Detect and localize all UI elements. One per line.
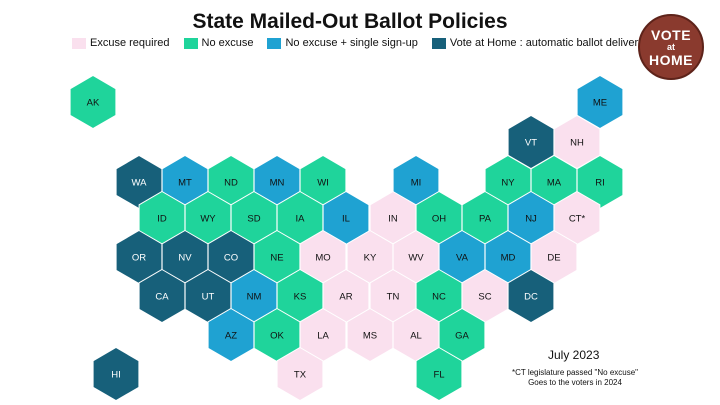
state-label: CO [224,253,238,264]
state-label: OK [270,331,284,342]
state-label: GA [455,331,469,342]
state-label: WY [200,214,216,225]
legend-label: No excuse + single sign-up [285,37,418,49]
state-hex [276,346,324,402]
state-label: NJ [525,214,537,225]
legend-item-no-excuse: No excuse [183,37,254,49]
state-label: VA [456,253,469,264]
footnote-line: Goes to the voters in 2024 [528,378,622,387]
legend-label: Vote at Home : automatic ballot delivery [449,37,644,49]
legend-swatch [183,37,198,49]
state-label: NM [247,292,262,303]
state-label: MO [315,253,330,264]
vote-at-home-logo: VOTE at HOME [638,14,704,80]
footnote: *CT legislature passed "No excuse" Goes … [505,368,645,388]
state-hex [507,268,555,324]
state-label: MI [411,178,422,189]
state-tile-hi: HI [92,346,140,402]
state-hex [415,346,463,402]
state-label: LA [317,331,329,342]
state-label: MA [547,178,562,189]
state-label: SC [478,292,491,303]
state-label: TN [387,292,400,303]
state-label: MS [363,331,377,342]
state-label: OH [432,214,446,225]
legend-swatch [267,37,282,49]
state-label: WV [408,253,424,264]
legend-item-vote-at-home: Vote at Home : automatic ballot delivery [431,37,644,49]
state-label: AK [87,98,100,109]
state-label: VT [525,138,537,149]
logo-text: at [666,41,675,52]
state-label: MT [178,178,192,189]
state-label: ID [157,214,167,225]
state-label: IA [296,214,306,225]
state-label: KS [294,292,307,303]
state-label: ME [593,98,607,109]
state-label: NV [178,253,192,264]
state-label: PA [479,214,492,225]
state-label: MN [270,178,285,189]
map-title: State Mailed-Out Ballot Policies [192,10,508,33]
legend-label: Excuse required [90,37,170,49]
logo-text: HOME [649,51,693,68]
legend-swatch [431,37,446,49]
state-tile-dc: DC [507,268,555,324]
state-label: WA [132,178,148,189]
state-label: RI [595,178,605,189]
state-label: NH [570,138,584,149]
state-tile-ak: AK [69,74,117,130]
state-label: IN [388,214,398,225]
state-label: AR [339,292,352,303]
state-label: NE [270,253,283,264]
state-label: FL [433,370,444,381]
state-label: CA [155,292,169,303]
date-label: July 2023 [548,348,600,362]
legend-label: No excuse [201,37,254,49]
state-label: UT [202,292,215,303]
state-label: NY [501,178,515,189]
state-label: MD [501,253,516,264]
state-label: AZ [225,331,237,342]
state-label: SD [247,214,260,225]
state-label: CT* [569,214,586,225]
state-label: DC [524,292,538,303]
state-label: TX [294,370,307,381]
legend-item-excuse: Excuse required [72,37,170,49]
footnote-line: *CT legislature passed "No excuse" [511,368,639,377]
legend-item-sign-up: No excuse + single sign-up [267,37,418,49]
legend: Excuse required No excuse No excuse + si… [72,37,644,49]
state-tile-fl: FL [415,346,463,402]
state-label: IL [342,214,350,225]
logo-text: VOTE [650,26,692,43]
legend-swatch [72,37,86,49]
state-label: NC [432,292,446,303]
state-label: OR [132,253,146,264]
state-label: ND [224,178,238,189]
state-hex [92,346,140,402]
state-tile-tx: TX [276,346,324,402]
state-label: AL [410,331,422,342]
state-label: WI [317,178,329,189]
state-hex [69,74,117,130]
state-label: KY [364,253,377,264]
state-label: HI [111,370,121,381]
state-label: DE [547,253,560,264]
